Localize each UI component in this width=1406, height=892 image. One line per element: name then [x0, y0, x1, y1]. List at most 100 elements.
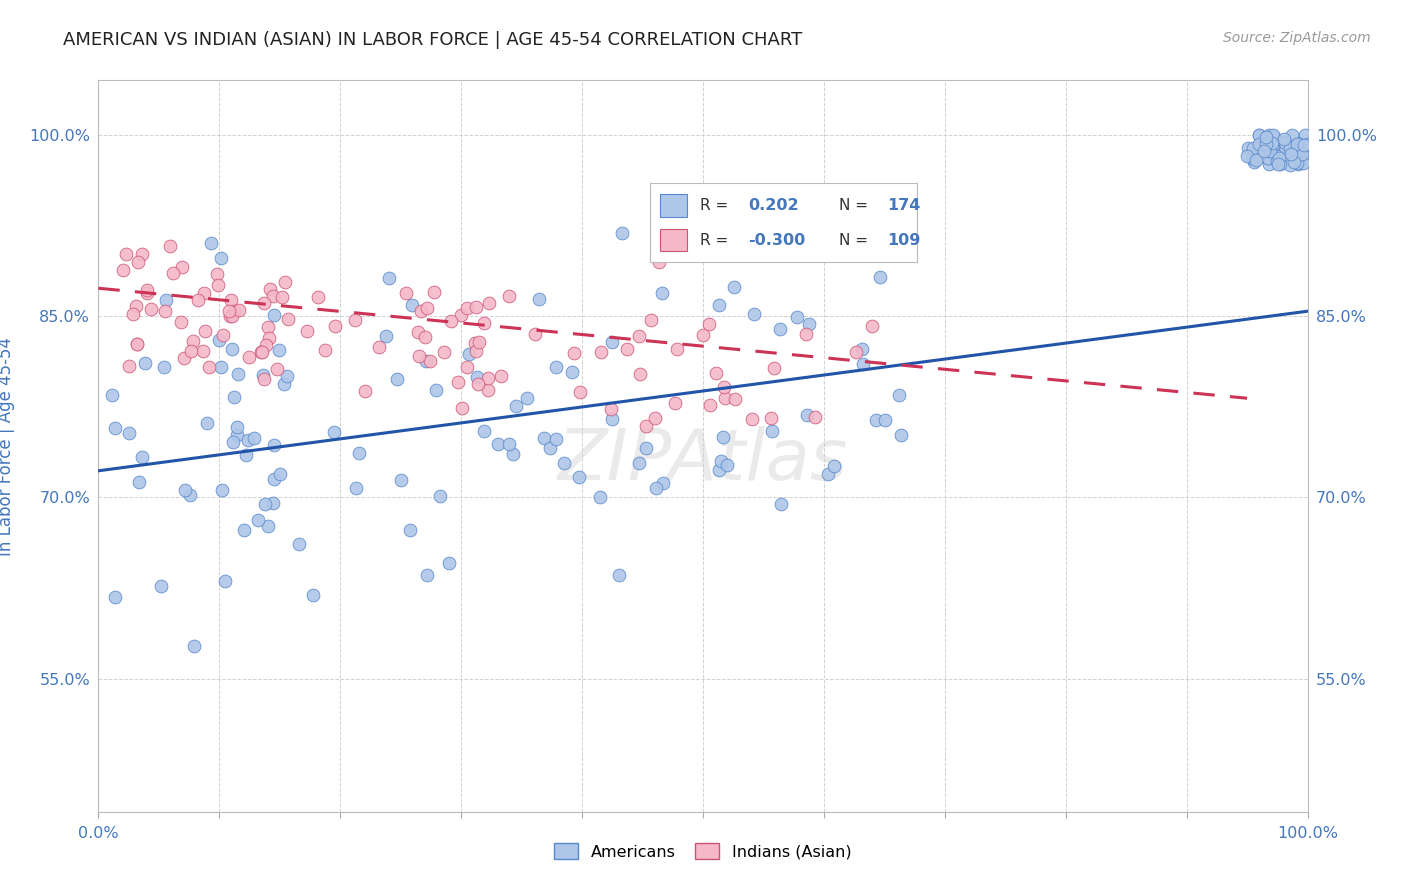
Point [1286, 136, 1309, 151]
Point [553, 456, 575, 470]
Point [127, 255, 149, 269]
Point [179, 488, 201, 502]
Point [464, 336, 486, 351]
Point [194, 325, 217, 339]
Point [416, 567, 439, 582]
Point [1270, 156, 1292, 170]
Point [486, 437, 509, 451]
Point [254, 338, 277, 352]
Point [664, 395, 686, 409]
Point [1253, 145, 1275, 159]
Point [450, 401, 472, 416]
Point [277, 312, 299, 326]
Point [697, 318, 720, 332]
Point [644, 482, 666, 496]
Point [692, 328, 714, 343]
Legend: Americans, Indians (Asian): Americans, Indians (Asian) [548, 837, 858, 866]
Point [153, 359, 176, 374]
Point [218, 304, 240, 318]
Point [271, 290, 294, 304]
Point [263, 438, 285, 452]
Point [742, 307, 765, 321]
Point [429, 489, 451, 503]
Point [267, 343, 290, 358]
Point [1267, 155, 1289, 169]
Point [817, 467, 839, 481]
Point [263, 472, 285, 486]
Point [544, 360, 567, 375]
Point [212, 328, 235, 343]
Point [389, 473, 412, 487]
Point [101, 388, 124, 402]
Point [195, 417, 218, 431]
Point [250, 345, 273, 359]
Point [169, 315, 191, 329]
Point [477, 383, 499, 397]
Point [713, 380, 735, 394]
Point [257, 519, 280, 533]
Point [876, 248, 898, 262]
Point [636, 441, 658, 455]
Point [716, 458, 738, 472]
Point [704, 366, 727, 380]
Point [134, 355, 156, 369]
Text: 109: 109 [887, 233, 921, 248]
Point [489, 369, 512, 384]
Point [153, 304, 176, 318]
Point [468, 334, 491, 349]
Point [865, 413, 887, 427]
Point [1284, 146, 1306, 161]
Point [125, 299, 148, 313]
Point [803, 409, 825, 424]
Point [1286, 149, 1309, 163]
Point [456, 301, 478, 315]
Point [214, 574, 236, 589]
Point [827, 195, 849, 210]
Point [589, 490, 612, 504]
Point [1258, 128, 1281, 143]
Point [409, 304, 432, 318]
Text: R =: R = [700, 198, 728, 212]
Point [628, 329, 651, 343]
Point [198, 359, 221, 374]
Point [544, 432, 567, 446]
Point [1244, 147, 1267, 161]
Point [1274, 136, 1296, 150]
Point [131, 450, 153, 465]
Point [612, 226, 634, 240]
Point [1279, 141, 1302, 155]
Point [416, 301, 439, 315]
Point [394, 285, 416, 300]
Point [799, 318, 821, 332]
Point [562, 345, 585, 359]
Point [127, 337, 149, 351]
Point [247, 514, 270, 528]
Point [498, 436, 520, 450]
Point [323, 318, 346, 333]
Point [1286, 153, 1309, 168]
Point [447, 376, 470, 390]
Point [873, 413, 896, 427]
Point [139, 301, 162, 316]
Point [136, 285, 159, 300]
Point [505, 399, 527, 413]
Point [236, 433, 259, 447]
Point [266, 362, 288, 376]
Point [432, 344, 454, 359]
Point [709, 463, 731, 477]
Point [207, 278, 229, 293]
Point [724, 392, 747, 406]
Point [1257, 151, 1279, 165]
Point [450, 308, 472, 322]
Point [218, 309, 240, 323]
Text: 174: 174 [887, 198, 921, 212]
Point [714, 391, 737, 405]
Point [200, 236, 222, 251]
Point [502, 447, 524, 461]
Point [538, 442, 561, 456]
Point [1296, 149, 1319, 163]
Point [228, 302, 250, 317]
Point [770, 498, 793, 512]
Point [723, 280, 745, 294]
Point [1254, 136, 1277, 151]
